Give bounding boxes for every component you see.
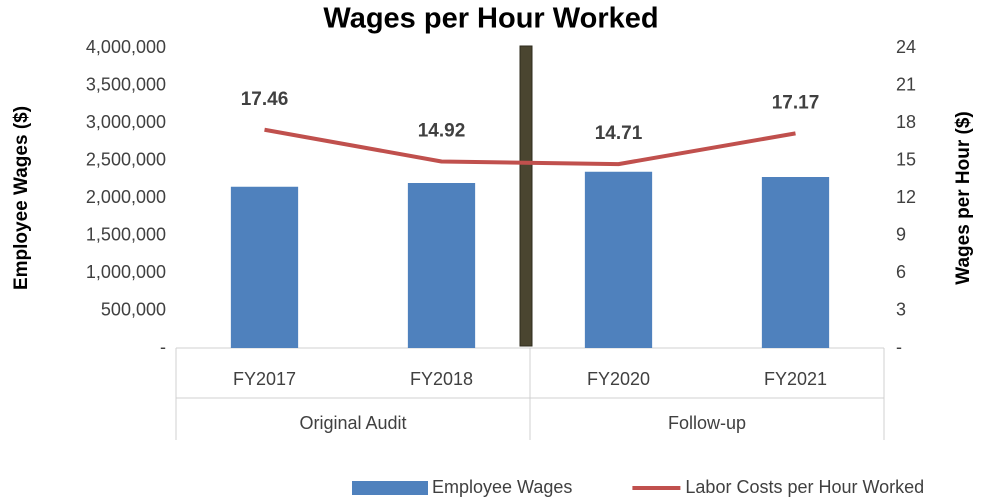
y-tick-label: - bbox=[160, 337, 166, 357]
y2-tick-label: - bbox=[896, 337, 902, 357]
bar bbox=[407, 183, 476, 348]
y2-tick-label: 6 bbox=[896, 262, 906, 282]
y2-tick-label: 12 bbox=[896, 187, 916, 207]
y-tick-label: 2,000,000 bbox=[86, 187, 166, 207]
y-tick-label: 1,500,000 bbox=[86, 224, 166, 244]
x-tick-label: FY2018 bbox=[410, 369, 473, 389]
y2-axis-title: Wages per Hour ($) bbox=[953, 111, 974, 285]
data-label: 17.17 bbox=[772, 92, 820, 113]
data-label: 17.46 bbox=[241, 89, 289, 110]
y2-tick-label: 9 bbox=[896, 224, 906, 244]
y-tick-label: 1,000,000 bbox=[86, 262, 166, 282]
y2-tick-label: 18 bbox=[896, 112, 916, 132]
y-tick-label: 3,500,000 bbox=[86, 74, 166, 94]
y-tick-label: 4,000,000 bbox=[86, 37, 166, 57]
bar bbox=[761, 177, 830, 348]
bar bbox=[584, 171, 653, 348]
legend-label: Labor Costs per Hour Worked bbox=[685, 477, 924, 497]
y2-tick-label: 21 bbox=[896, 74, 916, 94]
bar bbox=[230, 186, 299, 348]
x-tick-label: FY2021 bbox=[764, 369, 827, 389]
legend-label: Employee Wages bbox=[432, 477, 572, 497]
y-tick-label: 3,000,000 bbox=[86, 112, 166, 132]
y-tick-label: 500,000 bbox=[101, 299, 166, 319]
line bbox=[264, 127, 796, 167]
y-tick-label: 2,500,000 bbox=[86, 149, 166, 169]
data-label: 14.71 bbox=[595, 123, 643, 144]
y2-tick-label: 15 bbox=[896, 149, 916, 169]
y2-tick-label: 24 bbox=[896, 37, 916, 57]
x-tick-label: FY2020 bbox=[587, 369, 650, 389]
chart-title: Wages per Hour Worked bbox=[323, 3, 658, 35]
group-label: Original Audit bbox=[299, 413, 406, 433]
group-label: Follow-up bbox=[668, 413, 746, 433]
x-tick-label: FY2017 bbox=[233, 369, 296, 389]
separator bbox=[519, 45, 533, 347]
y-axis-title: Employee Wages ($) bbox=[11, 106, 32, 290]
data-label: 14.92 bbox=[418, 121, 466, 142]
y2-tick-label: 3 bbox=[896, 299, 906, 319]
legend-swatch bbox=[352, 481, 428, 495]
